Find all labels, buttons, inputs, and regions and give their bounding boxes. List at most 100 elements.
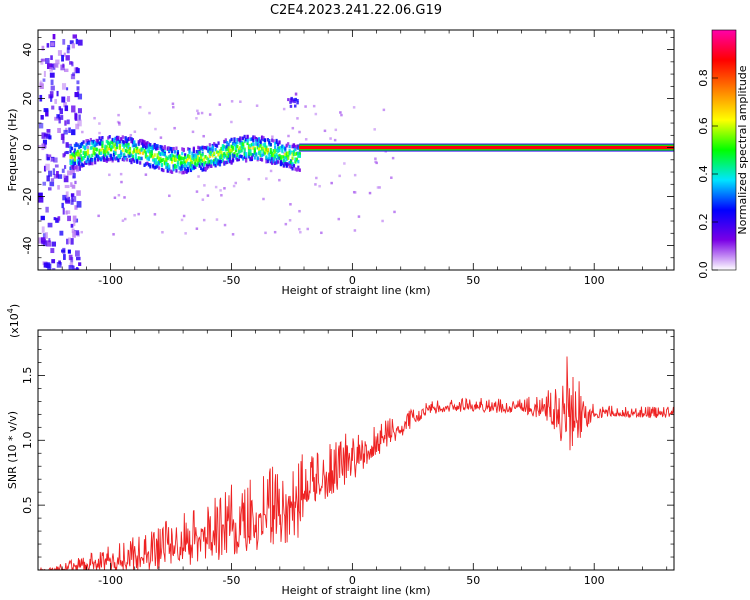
spectrogram-noise-cell: [382, 108, 386, 112]
spectrogram-tone-cell: [205, 156, 209, 160]
spectrogram-tone-cell: [229, 151, 232, 155]
spectrogram-tone-cell: [202, 162, 206, 166]
spectrogram-noise-cell: [50, 85, 55, 91]
spectrogram-tone-cell: [114, 136, 117, 141]
spectrogram-tone-cell: [287, 151, 290, 155]
spectrogram-noise-cell: [53, 157, 58, 163]
spectrogram-tone-cell: [195, 149, 198, 154]
spectrogram-tone-cell: [271, 153, 274, 158]
spectrogram-noise-cell: [42, 233, 47, 238]
spectrogram-tone-cell: [134, 143, 137, 147]
spectrogram-tone-cell: [265, 155, 268, 159]
spectrogram-noise-cell: [74, 92, 79, 98]
spectrogram-tone-cell: [166, 156, 169, 161]
spectrogram-tone-cell: [215, 150, 219, 154]
spectrogram-tone-cell: [278, 148, 281, 153]
spectrogram-tone-cell: [69, 166, 72, 171]
spectrogram-tone-cell: [186, 147, 190, 151]
spectrogram-tone-cell: [230, 148, 233, 152]
spectrogram-tone-cell: [210, 162, 213, 166]
spectrogram-noise-cell: [138, 105, 142, 109]
spectrogram-noise-cell: [68, 265, 74, 270]
spectrogram-tone-cell: [182, 156, 185, 161]
x-tick-label: 50: [466, 574, 480, 587]
spectrogram-tone-cell: [223, 144, 226, 149]
spectrogram-noise-cell: [55, 59, 60, 65]
spectrogram-noise-cell: [271, 135, 274, 138]
spectrogram-noise-cell: [71, 184, 76, 189]
spectrogram-tone-cell: [215, 159, 219, 163]
spectrogram-tone-cell: [284, 152, 287, 157]
spectrogram-tone-cell: [181, 151, 184, 156]
spectrogram-tone-cell: [152, 155, 155, 159]
spectrogram-tone-cell: [243, 152, 246, 156]
spectrogram-noise-cell: [123, 196, 126, 199]
spectrogram-tone-cell: [250, 153, 254, 158]
spectrogram-tone-cell: [295, 144, 298, 149]
spectrogram-tone-cell: [126, 157, 129, 162]
spectrogram-noise-cell: [273, 230, 277, 234]
spectrogram-tone-cell: [169, 169, 172, 173]
spectrogram-noise-cell: [120, 180, 123, 184]
spectrogram-tone-cell: [243, 148, 246, 152]
y-tick-label: 1.5: [21, 367, 34, 385]
spectrogram-tone-cell: [292, 143, 296, 147]
spectrogram-tone-cell: [128, 136, 132, 141]
y-tick-label: 0.5: [21, 496, 34, 514]
spectrogram-tone-cell: [140, 138, 143, 143]
spectrogram-tone-cell: [76, 152, 79, 157]
spectrogram-noise-cell: [40, 215, 45, 221]
spectrogram-tone-cell: [250, 155, 254, 160]
spectrogram-tone-cell: [73, 143, 76, 148]
spectrogram-noise-cell: [43, 165, 47, 172]
spectrogram-noise-cell: [41, 45, 45, 51]
spectrogram-tone-cell: [72, 161, 75, 165]
spectrogram-tone-cell: [295, 167, 298, 172]
spectrogram-tone-cell: [86, 152, 90, 156]
spectrogram-noise-cell: [378, 186, 381, 189]
spectrogram-tone-cell: [282, 155, 285, 159]
spectrogram-tone-cell: [176, 162, 180, 167]
spectrogram-noise-cell: [58, 117, 61, 124]
spectrogram-tone-cell: [239, 149, 242, 154]
spectrogram-tone-cell: [137, 156, 140, 160]
spectrogram-tone-cell: [99, 149, 103, 153]
spectrogram-tone-cell: [226, 141, 229, 145]
spectrogram-noise-cell: [64, 68, 69, 73]
spectrogram-tone-cell: [279, 145, 283, 150]
spectrogram-tone-cell: [253, 147, 256, 151]
spectrogram-tone-cell: [191, 156, 194, 160]
spectrogram-tone-cell: [153, 158, 156, 162]
spectrogram-tone-cell: [172, 154, 175, 159]
spectrogram-y-axis-title: Frequency (Hz): [6, 109, 19, 192]
spectrogram-noise-cell: [97, 214, 100, 218]
spectrogram-noise-cell: [201, 198, 205, 201]
spectrogram-tone-cell: [108, 135, 111, 139]
spectrogram-tone-cell: [256, 145, 259, 150]
spectrogram-noise-cell: [50, 55, 53, 60]
spectrogram-tone-cell: [104, 153, 107, 157]
spectrogram-tone-cell: [78, 161, 81, 166]
spectrogram-tone-cell: [263, 148, 267, 152]
spectrogram-tone-cell: [253, 149, 256, 153]
spectrogram-noise-cell: [73, 67, 78, 74]
spectrogram-tone-cell: [266, 150, 269, 154]
spectrogram-tone-cell: [152, 163, 155, 168]
spectrogram-noise-cell: [80, 230, 83, 234]
spectrogram-noise-cell: [68, 127, 71, 134]
spectrogram-noise-cell: [49, 91, 54, 98]
spectrogram-tone-cell: [69, 158, 72, 163]
spectrogram-tone-cell: [120, 137, 123, 141]
spectrogram-tone-cell: [89, 146, 92, 150]
spectrogram-tone-cell: [123, 152, 126, 157]
spectrogram-tone-cell: [207, 164, 210, 169]
spectrogram-noise-cell: [59, 230, 64, 236]
spectrogram-tone-cell: [285, 164, 288, 168]
spectrogram-noise-cell: [133, 130, 137, 133]
spectrogram-tone-cell: [287, 156, 290, 160]
spectrogram-tone-cell: [149, 143, 152, 147]
spectrogram-tone-cell: [202, 157, 206, 162]
spectrogram-tone-cell: [149, 145, 152, 150]
spectrogram-noise-cell: [76, 256, 81, 261]
spectrogram-noise-cell: [247, 177, 251, 181]
